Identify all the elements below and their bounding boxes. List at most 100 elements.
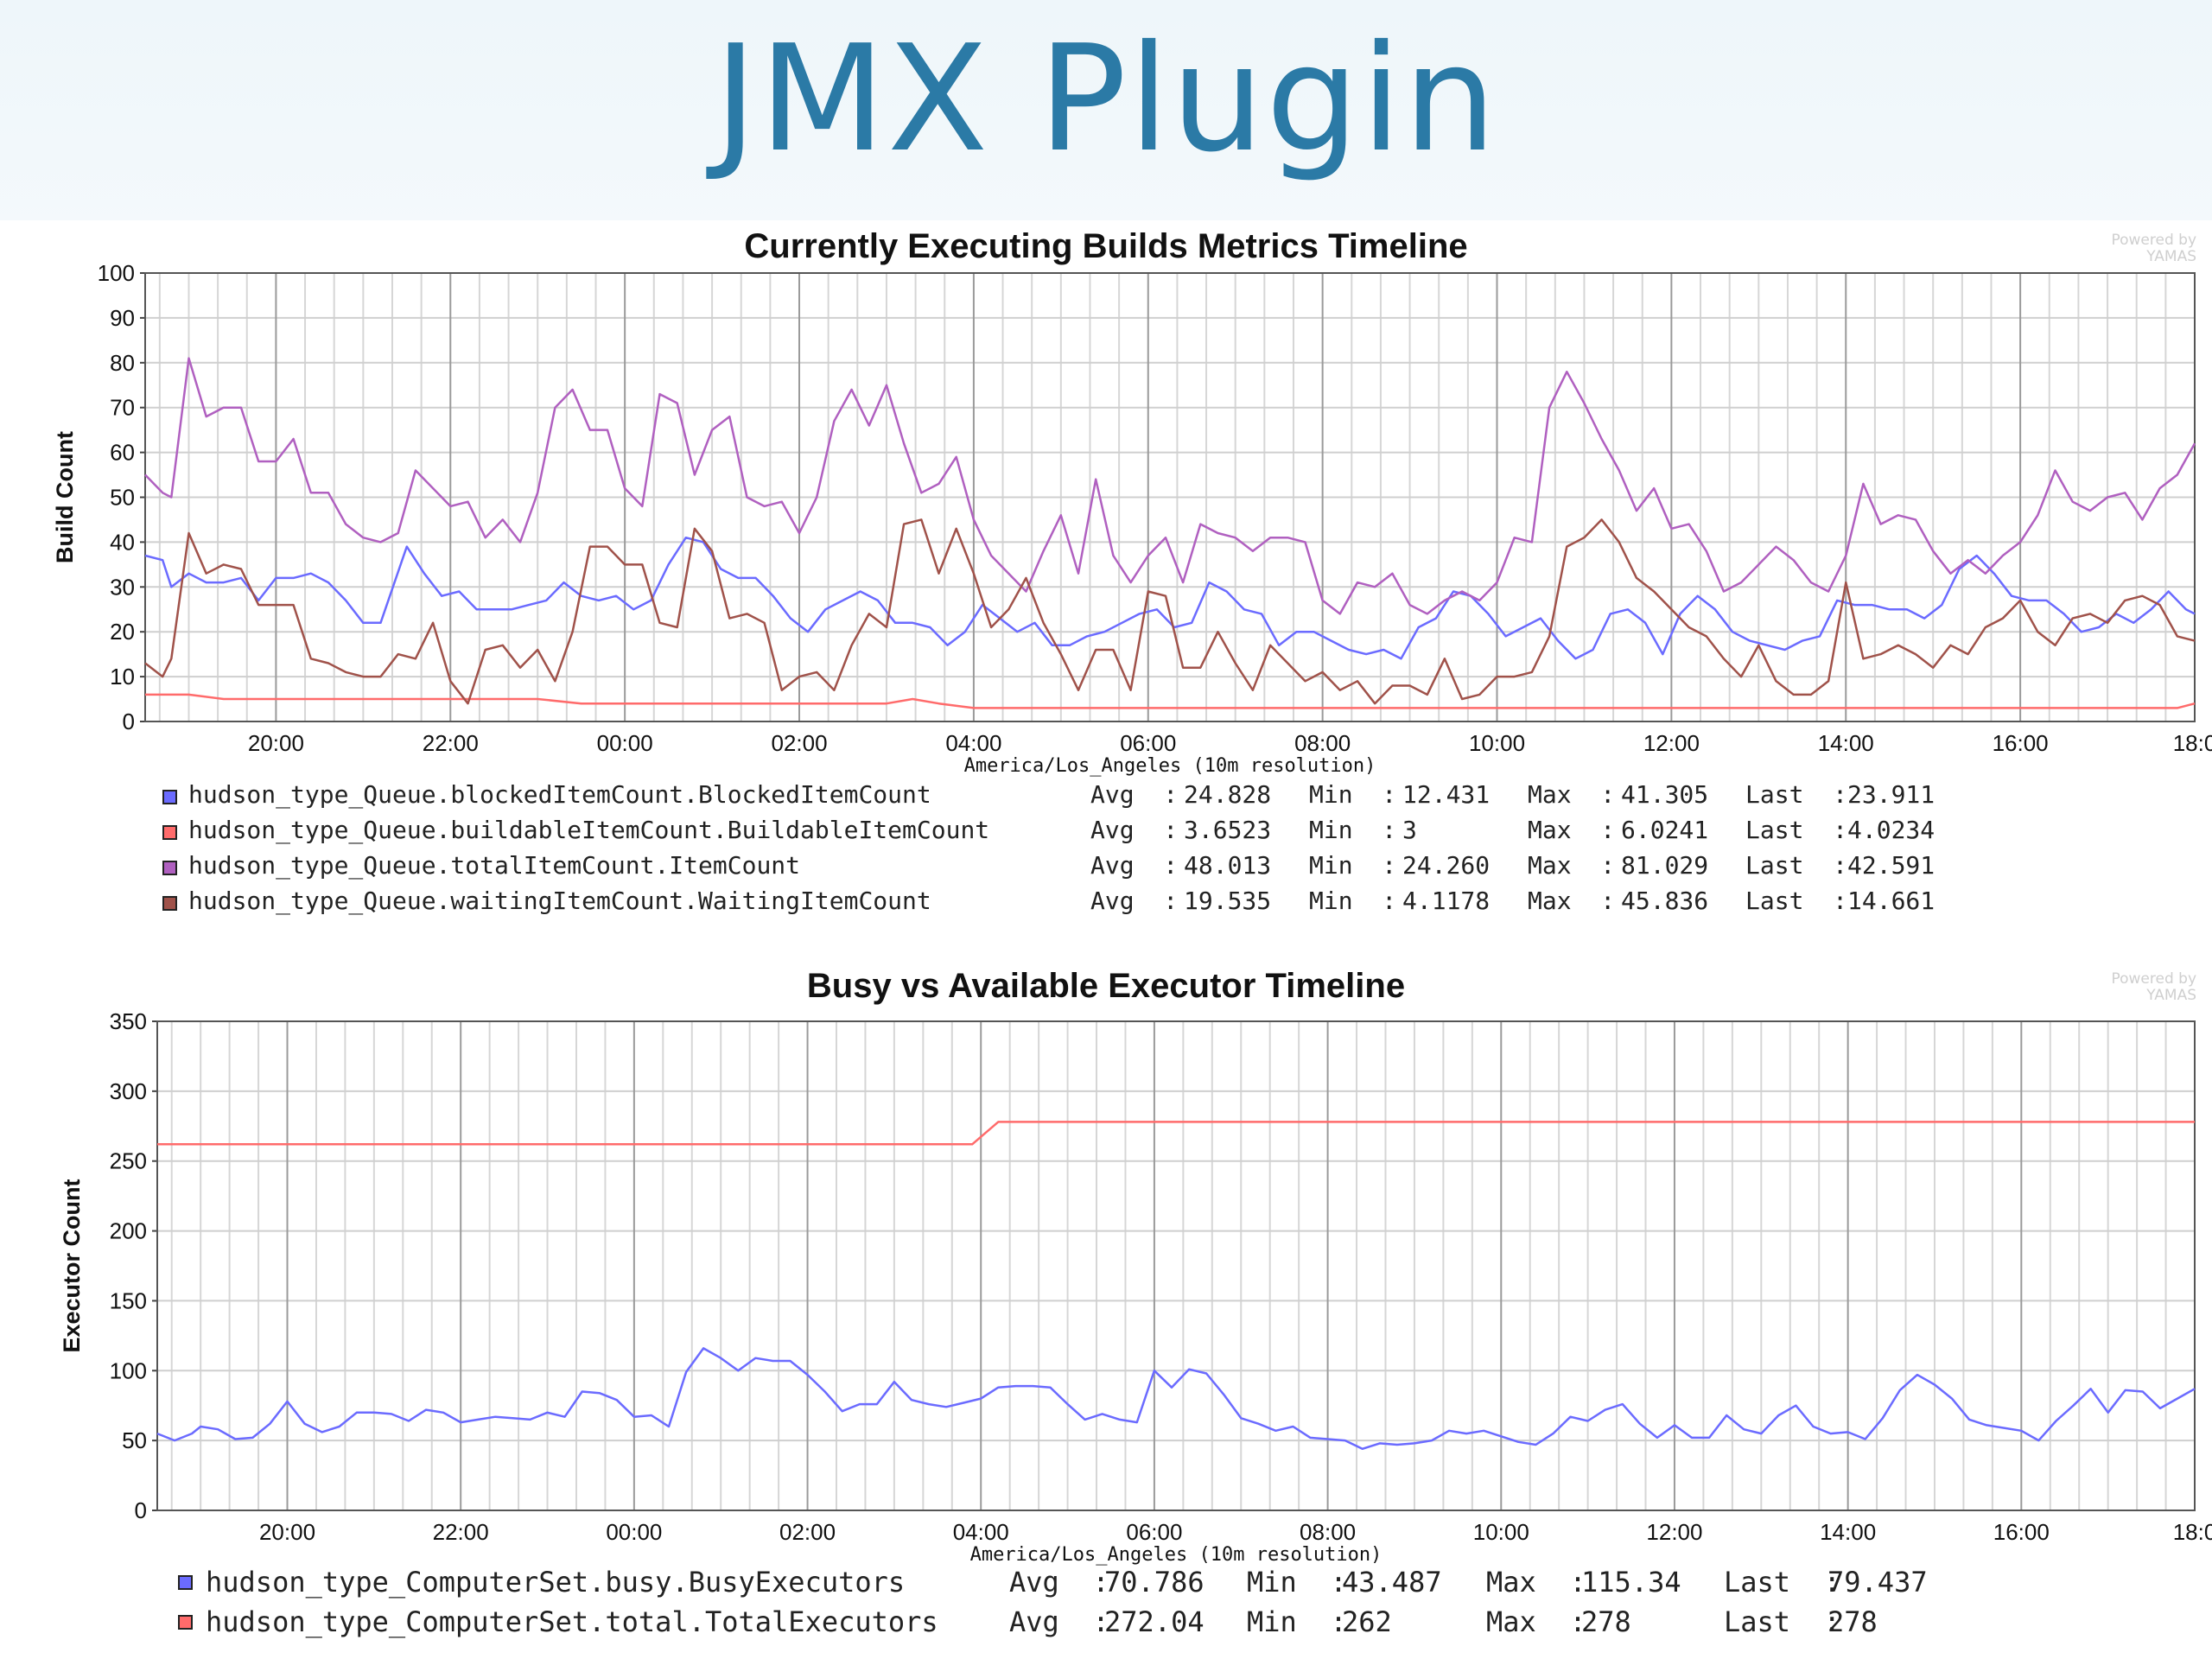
plot-frame xyxy=(156,1020,2196,1511)
powered-by-watermark: Powered by YAMAS xyxy=(2111,232,2196,265)
legend-last-value: 79.437 xyxy=(1827,1566,1928,1599)
chart-title: Busy vs Available Executor Timeline xyxy=(806,967,1406,1005)
legend-min-label: Min : xyxy=(1309,816,1397,844)
x-tick-label: 04:00 xyxy=(945,730,1001,756)
legend-min-label: Min : xyxy=(1309,780,1397,809)
y-tick-label: 200 xyxy=(110,1218,147,1244)
legend-last-label: Last : xyxy=(1745,887,1848,915)
legend-min-label: Min : xyxy=(1309,887,1397,915)
legend-max-label: Max : xyxy=(1528,887,1616,915)
series-line-1 xyxy=(145,693,2196,709)
x-tick-label: 02:00 xyxy=(771,730,827,756)
y-tick-label: 70 xyxy=(110,395,135,421)
legend-avg-value: 70.786 xyxy=(1104,1566,1205,1599)
x-tick-label: 06:00 xyxy=(1120,730,1176,756)
x-axis-label: America/Los_Angeles (10m resolution) xyxy=(970,1544,1382,1566)
x-tick-label: 14:00 xyxy=(1818,730,1874,756)
legend-last-label: Last : xyxy=(1745,816,1848,844)
legend-min-value: 43.487 xyxy=(1342,1566,1442,1599)
x-tick-label: 04:00 xyxy=(953,1519,1009,1545)
legend-avg-value: 19.535 xyxy=(1184,887,1272,915)
y-tick-label: 0 xyxy=(135,1497,147,1523)
y-tick-label: 300 xyxy=(110,1078,147,1104)
legend-max-value: 278 xyxy=(1581,1605,1631,1638)
x-tick-label: 18:0 xyxy=(2173,1519,2212,1545)
x-tick-label: 10:00 xyxy=(1473,1519,1529,1545)
chart-legend: hudson_type_ComputerSet.busy.BusyExecuto… xyxy=(0,961,2212,1659)
x-tick-label: 08:00 xyxy=(1294,730,1351,756)
legend-avg-value: 272.04 xyxy=(1104,1605,1205,1638)
legend-swatch xyxy=(162,825,177,840)
x-tick-label: 00:00 xyxy=(606,1519,662,1545)
x-tick-label: 20:00 xyxy=(259,1519,315,1545)
executors-chart-svg: 0 50 100 150 200 250 300 350 20:00 22:00 00:00 02:0… xyxy=(59,1008,2212,1566)
y-tick-label: 100 xyxy=(110,1357,147,1383)
x-tick-label: 02:00 xyxy=(779,1519,836,1545)
legend-max-label: Max : xyxy=(1486,1605,1586,1638)
legend-last-label: Last : xyxy=(1745,851,1848,880)
legend-avg-label: Avg : xyxy=(1009,1605,1109,1638)
chart-title: Currently Executing Builds Metrics Timel… xyxy=(744,227,1468,265)
x-tick-label: 22:00 xyxy=(433,1519,489,1545)
legend-series-name: hudson_type_ComputerSet.total.TotalExecu… xyxy=(206,1605,938,1638)
series-line-2 xyxy=(144,357,2196,615)
y-tick-label: 50 xyxy=(122,1427,147,1453)
legend-last-value: 14.661 xyxy=(1847,887,1936,915)
x-tick-label: 18:0 xyxy=(2173,730,2212,756)
x-tick-label: 06:00 xyxy=(1126,1519,1182,1545)
y-tick-label: 150 xyxy=(110,1287,147,1313)
legend-series-name: hudson_type_ComputerSet.busy.BusyExecuto… xyxy=(206,1566,906,1599)
legend-min-value: 4.1178 xyxy=(1402,887,1491,915)
legend-last-label: Last : xyxy=(1745,780,1848,809)
y-tick-label: 10 xyxy=(110,664,135,690)
plot-frame xyxy=(144,272,2196,722)
y-tick-label: 250 xyxy=(110,1148,147,1174)
legend-max-label: Max : xyxy=(1486,1566,1586,1599)
plot-area xyxy=(157,1021,2195,1510)
y-tick-label: 0 xyxy=(123,709,135,734)
legend-min-label: Min : xyxy=(1309,851,1397,880)
legend-min-value: 12.431 xyxy=(1402,780,1491,809)
legend-avg-label: Avg : xyxy=(1090,887,1179,915)
legend-avg-label: Avg : xyxy=(1090,780,1179,809)
legend-min-value: 24.260 xyxy=(1402,851,1491,880)
x-tick-label: 12:00 xyxy=(1646,1519,1702,1545)
x-tick-label: 10:00 xyxy=(1469,730,1525,756)
y-tick-label: 80 xyxy=(110,350,135,376)
legend-series-name: hudson_type_Queue.blockedItemCount.Block… xyxy=(188,780,931,809)
chart-panel-builds: Currently Executing Builds Metrics Timel… xyxy=(0,220,2212,925)
x-tick-label: 12:00 xyxy=(1643,730,1700,756)
legend-min-value: 262 xyxy=(1342,1605,1392,1638)
legend-swatch xyxy=(162,861,177,875)
legend-max-value: 6.0241 xyxy=(1621,816,1709,844)
legend-max-value: 45.836 xyxy=(1621,887,1709,915)
y-axis-label: Build Count xyxy=(52,431,78,563)
legend-avg-label: Avg : xyxy=(1009,1566,1109,1599)
x-tick-label: 22:00 xyxy=(423,730,479,756)
x-tick-label: 08:00 xyxy=(1300,1519,1356,1545)
x-tick-label: 16:00 xyxy=(1993,730,2049,756)
y-axis-label: Executor Count xyxy=(59,1179,85,1352)
slide-title: JMX Plugin xyxy=(714,14,1498,185)
legend-last-value: 4.0234 xyxy=(1847,816,1936,844)
legend-avg-value: 3.6523 xyxy=(1184,816,1272,844)
legend-min-value: 3 xyxy=(1402,816,1417,844)
y-tick-label: 350 xyxy=(110,1008,147,1034)
legend-max-label: Max : xyxy=(1528,851,1616,880)
legend-max-value: 115.34 xyxy=(1581,1566,1681,1599)
legend-swatch xyxy=(162,790,177,804)
builds-chart-svg: 0 10 20 30 40 50 60 70 80 90 100 20:00 22:00 00:00 02:… xyxy=(52,260,2212,777)
legend-series-name: hudson_type_Queue.totalItemCount.ItemCou… xyxy=(188,851,801,880)
x-tick-label: 00:00 xyxy=(597,730,653,756)
x-axis-label: America/Los_Angeles (10m resolution) xyxy=(964,755,1376,777)
y-tick-label: 100 xyxy=(98,260,135,286)
y-tick-label: 50 xyxy=(110,485,135,511)
y-tick-label: 90 xyxy=(110,305,135,331)
chart-legend: hudson_type_Queue.blockedItemCount.Block… xyxy=(0,220,2212,925)
x-tick-label: 20:00 xyxy=(248,730,304,756)
y-tick-label: 40 xyxy=(110,529,135,555)
y-tick-label: 20 xyxy=(110,619,135,645)
legend-max-label: Max : xyxy=(1528,816,1616,844)
powered-by-watermark: Powered by YAMAS xyxy=(2111,970,2196,1004)
legend-avg-value: 48.013 xyxy=(1184,851,1272,880)
